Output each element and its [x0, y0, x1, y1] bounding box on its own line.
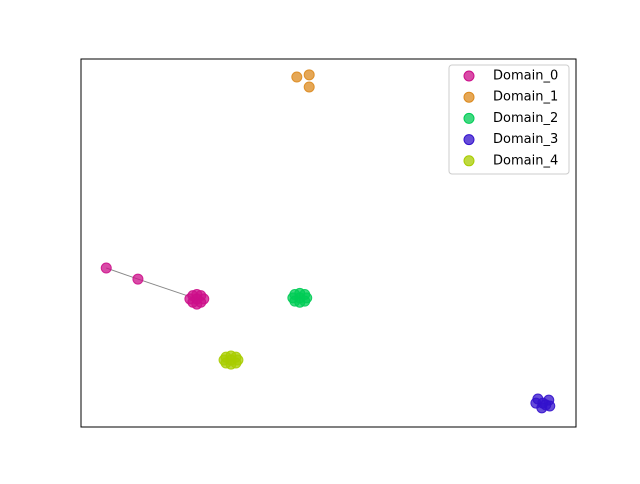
legend-marker	[463, 155, 475, 167]
point	[540, 399, 552, 411]
legend-label: Domain_4	[493, 153, 558, 168]
point	[291, 71, 303, 83]
plot-frame	[80, 58, 577, 428]
point	[303, 69, 315, 81]
point	[220, 357, 232, 369]
legend-label: Domain_2	[493, 111, 558, 126]
point	[289, 295, 301, 307]
point	[299, 295, 311, 307]
point	[230, 357, 242, 369]
legend-marker	[463, 134, 475, 146]
point	[195, 296, 207, 308]
point	[132, 273, 144, 285]
legend-box	[448, 64, 570, 175]
legend-marker	[463, 112, 475, 124]
legend-marker	[463, 70, 475, 82]
legend-marker	[463, 91, 475, 103]
point	[532, 393, 544, 405]
point	[303, 81, 315, 93]
point	[100, 262, 112, 274]
legend-label: Domain_1	[493, 90, 558, 105]
legend-label: Domain_0	[493, 69, 558, 84]
legend-label: Domain_3	[493, 132, 558, 147]
